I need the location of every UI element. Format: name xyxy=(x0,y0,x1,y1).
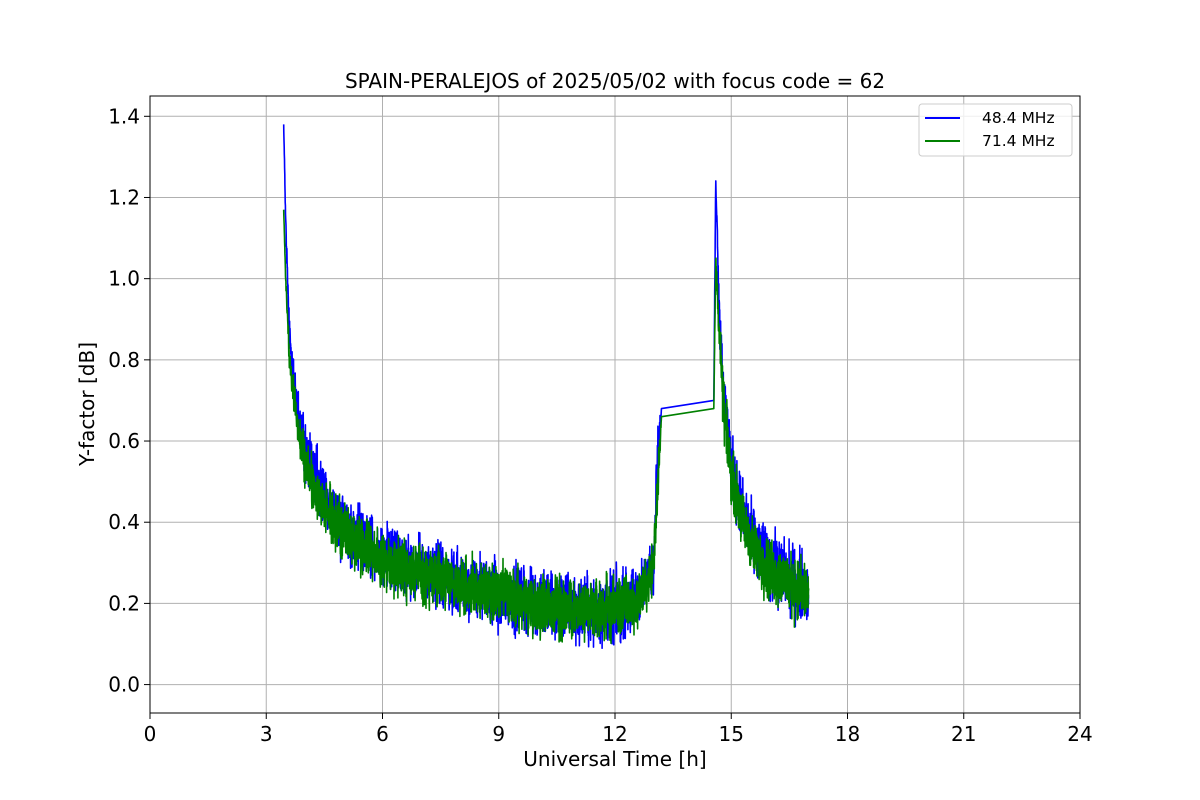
legend: 48.4 MHz 71.4 MHz xyxy=(918,103,1073,157)
y-tick-label: 1.2 xyxy=(108,185,140,209)
legend-label-71-4-mhz: 71.4 MHz xyxy=(982,132,1055,150)
chart-title: SPAIN-PERALEJOS of 2025/05/02 with focus… xyxy=(345,69,885,93)
x-tick-label: 18 xyxy=(835,722,860,746)
x-tick-label: 0 xyxy=(144,722,157,746)
x-tick-label: 3 xyxy=(260,722,273,746)
x-tick-label: 24 xyxy=(1067,722,1092,746)
x-tick-label: 15 xyxy=(719,722,744,746)
y-tick-label: 0.4 xyxy=(108,510,140,534)
x-tick-label: 6 xyxy=(376,722,389,746)
y-axis-label: Y-factor [dB] xyxy=(75,342,99,467)
y-tick-label: 1.0 xyxy=(108,267,140,291)
series-lines xyxy=(282,124,810,649)
x-tick-label: 12 xyxy=(602,722,627,746)
y-tick-label: 1.4 xyxy=(108,104,140,128)
x-tick-label: 21 xyxy=(951,722,976,746)
y-tick-label: 0.0 xyxy=(108,673,140,697)
y-tick-label: 0.6 xyxy=(108,429,140,453)
x-tick-label: 9 xyxy=(492,722,505,746)
axis-ticks: 0 3 6 9 12 15 18 21 24 0.0 0.2 0.4 0.6 0.8 1.0 1.2 1.4 xyxy=(108,104,1093,746)
legend-label-48-4-mhz: 48.4 MHz xyxy=(982,109,1055,127)
x-axis-label: Universal Time [h] xyxy=(523,747,706,771)
y-tick-label: 0.8 xyxy=(108,348,140,372)
y-tick-label: 0.2 xyxy=(108,591,140,615)
series-line-71-4-mhz xyxy=(282,209,810,644)
